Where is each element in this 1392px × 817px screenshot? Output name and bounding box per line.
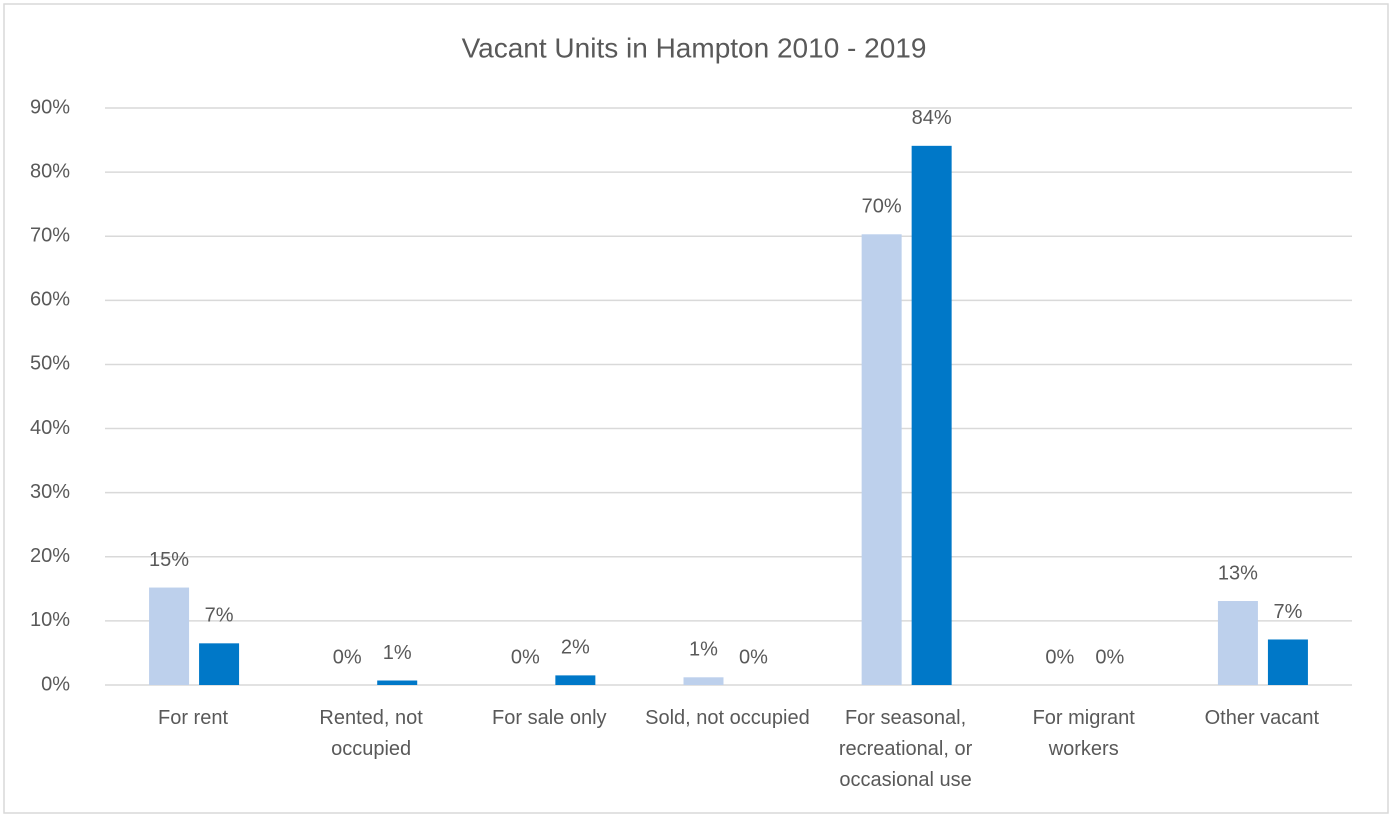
data-label: 7% [205,605,234,627]
x-tick-label: Rented, not occupied [319,707,423,760]
chart-border [3,3,1389,814]
x-tick-label: For rent [157,707,229,729]
data-label: 2% [561,637,590,659]
bar [1217,601,1258,685]
y-tick-label: 60% [30,289,70,311]
y-tick-label: 50% [30,353,70,375]
x-tick-label: For seasonal, recreational, or occasiona… [838,707,973,791]
bar [861,234,902,685]
x-tick-label: Sold, not occupied [645,707,810,729]
y-tick-label: 0% [41,673,70,695]
data-label: 0% [511,646,540,668]
y-tick-label: 90% [30,96,70,118]
bar [149,587,190,685]
y-tick-label: 10% [30,609,70,631]
x-tick-label: For sale only [492,707,607,729]
data-label: 1% [689,639,718,661]
y-tick-label: 70% [30,225,70,247]
data-label: 0% [333,646,362,668]
x-tick-label: For migrant workers [1032,707,1135,760]
data-label: 0% [1045,646,1074,668]
bar [555,675,596,685]
bar [377,680,418,685]
bar [1267,639,1308,685]
y-tick-label: 40% [30,417,70,439]
data-label: 84% [912,107,952,129]
x-tick-label: Other vacant [1204,707,1320,729]
chart-title: Vacant Units in Hampton 2010 - 2019 [462,32,927,63]
y-tick-label: 20% [30,545,70,567]
bar [911,145,952,685]
data-label: 1% [383,642,412,664]
data-label: 0% [1095,646,1124,668]
y-tick-label: 80% [30,160,70,182]
bar [683,677,724,685]
y-tick-label: 30% [30,481,70,503]
data-label: 7% [1273,601,1302,623]
data-label: 13% [1218,562,1258,584]
data-label: 15% [149,549,189,571]
data-label: 0% [739,646,768,668]
data-label: 70% [862,196,902,218]
bar [199,643,240,685]
